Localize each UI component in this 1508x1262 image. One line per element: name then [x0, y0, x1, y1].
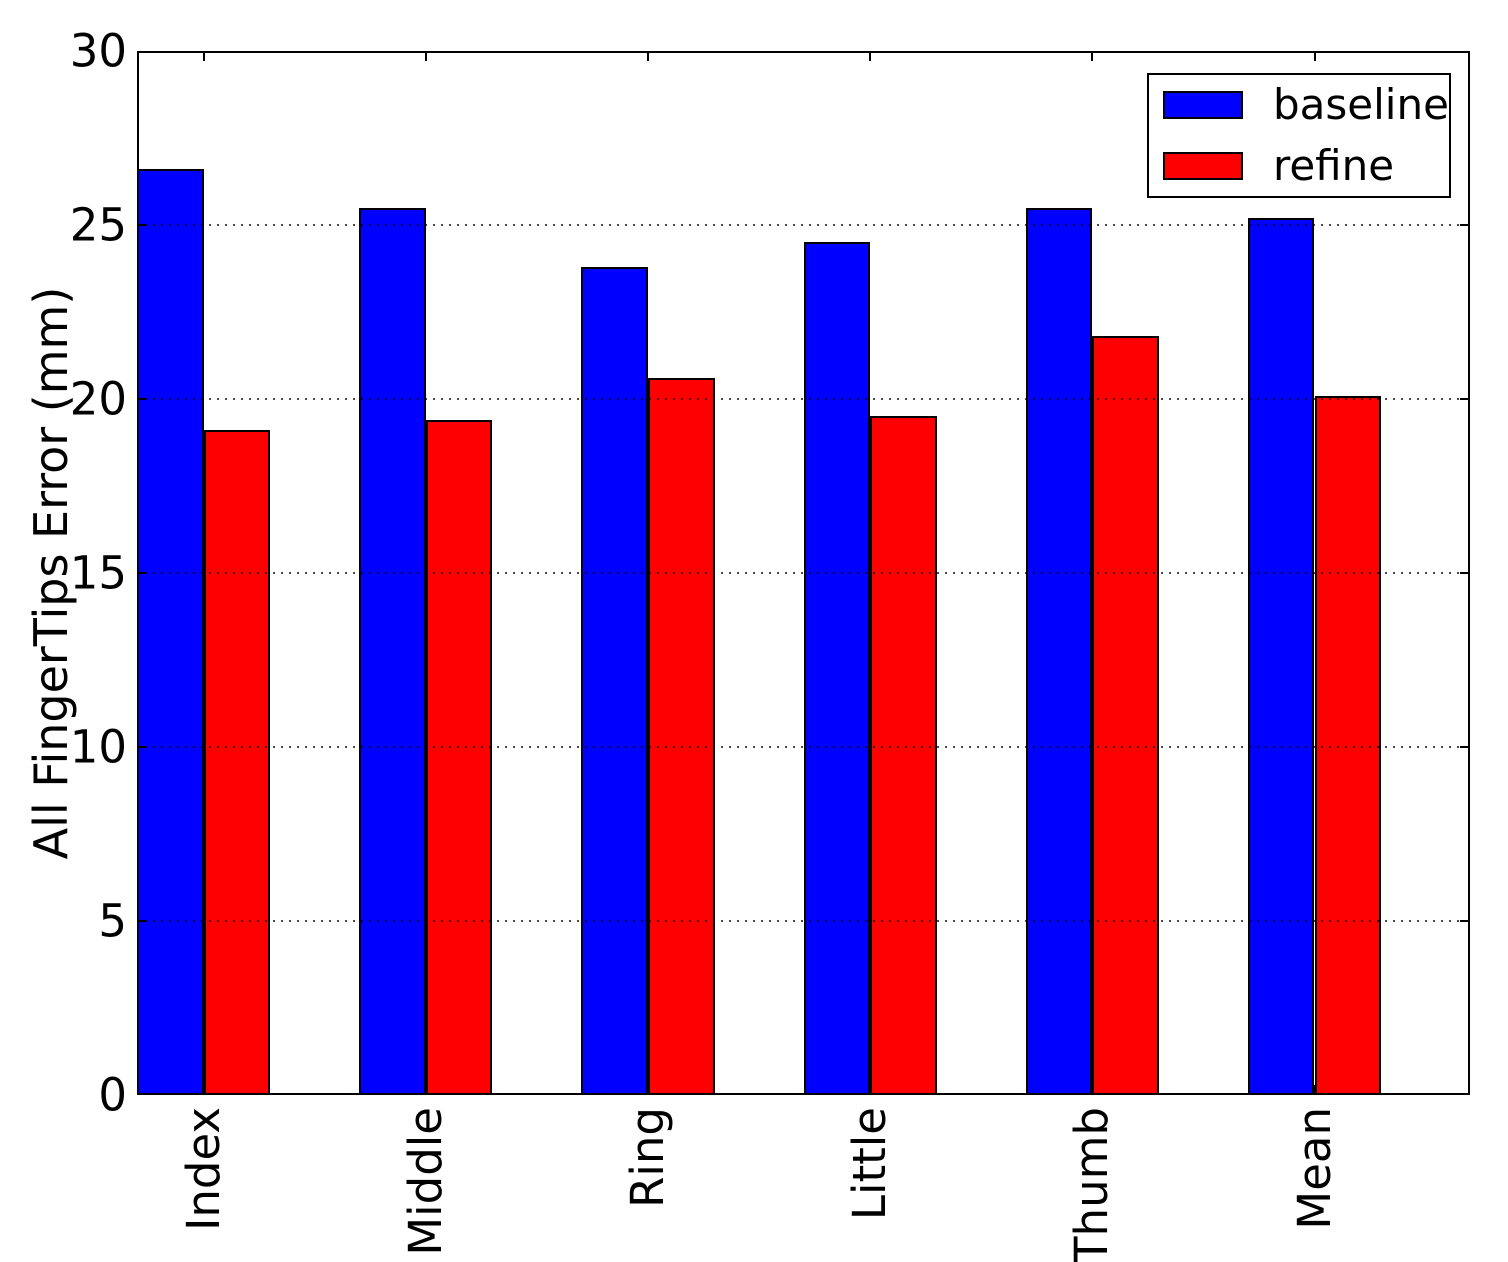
- y-tick-label-10: 10: [69, 720, 127, 774]
- gridline-y-10: [137, 746, 1470, 748]
- legend-label-baseline: baseline: [1273, 80, 1449, 130]
- plot-area: [137, 51, 1470, 1095]
- bar-refine-thumb: [1092, 336, 1159, 1095]
- legend: baseline refine: [1147, 73, 1451, 198]
- gridline-y-20: [137, 398, 1470, 400]
- bar-baseline-index: [137, 169, 204, 1095]
- legend-label-refine: refine: [1273, 140, 1395, 190]
- bar-refine-mean: [1314, 395, 1382, 1095]
- x-tick-label-little: Little: [843, 1107, 897, 1221]
- bar-refine-ring: [648, 378, 715, 1095]
- bar-baseline-mean: [1247, 218, 1315, 1095]
- bar-baseline-thumb: [1025, 207, 1093, 1095]
- legend-item-refine: refine: [1163, 140, 1449, 190]
- legend-swatch-baseline: [1163, 91, 1243, 120]
- bar-refine-middle: [425, 419, 493, 1095]
- y-tick-label-5: 5: [98, 894, 127, 948]
- x-tick-label-middle: Middle: [398, 1107, 452, 1256]
- x-tick-label-ring: Ring: [621, 1107, 674, 1208]
- y-tick-label-0: 0: [98, 1068, 127, 1122]
- y-tick-label-15: 15: [69, 546, 127, 600]
- bar-refine-index: [203, 430, 271, 1095]
- y-axis-label: All FingerTips Error (mm): [24, 286, 78, 860]
- x-tick-label-thumb: Thumb: [1065, 1107, 1119, 1262]
- x-tick-label-mean: Mean: [1287, 1107, 1341, 1230]
- gridline-y-5: [137, 920, 1470, 922]
- gridline-y-15: [137, 572, 1470, 574]
- bar-baseline-little: [803, 242, 871, 1095]
- legend-swatch-refine: [1163, 151, 1243, 180]
- y-tick-label-20: 20: [69, 372, 127, 426]
- y-tick-label-25: 25: [69, 198, 127, 252]
- bar-baseline-ring: [581, 266, 648, 1095]
- x-tick-label-index: Index: [176, 1107, 230, 1231]
- gridline-y-25: [137, 224, 1470, 226]
- legend-item-baseline: baseline: [1163, 83, 1449, 127]
- y-tick-label-30: 30: [69, 24, 127, 78]
- bar-baseline-middle: [359, 207, 426, 1095]
- bar-refine-little: [870, 416, 937, 1095]
